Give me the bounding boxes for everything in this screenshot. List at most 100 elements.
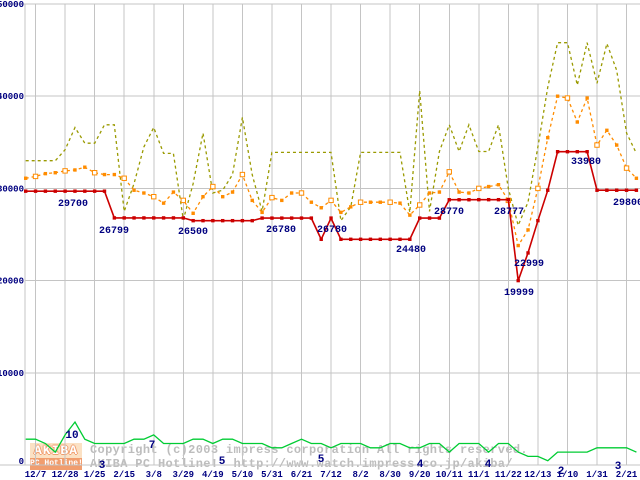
x-axis-tick-label: 11/1 <box>468 470 490 480</box>
min-price-marker <box>486 197 491 202</box>
y-axis-tick-label: 30000 <box>0 184 24 194</box>
price-annotation: 19999 <box>504 288 534 299</box>
avg-price-marker <box>53 171 57 175</box>
min-price-marker <box>299 216 304 220</box>
avg-price-marker <box>73 168 77 172</box>
min-price-marker <box>53 189 57 193</box>
avg-price-marker <box>102 172 107 177</box>
min-price-marker <box>427 216 432 220</box>
price-annotation: 29700 <box>58 199 88 210</box>
min-price-marker <box>221 218 225 223</box>
shop-count-annotation: 5 <box>219 456 226 468</box>
avg-price-marker <box>564 95 571 101</box>
x-axis-tick-label: 5/10 <box>232 470 254 480</box>
x-axis-tick-label: 3/29 <box>172 470 194 480</box>
min-price-marker <box>585 150 589 154</box>
x-axis-tick-label: 12/7 <box>25 470 47 480</box>
price-annotation: 26500 <box>178 227 208 238</box>
avg-price-marker <box>339 210 343 215</box>
min-price-marker <box>398 237 402 241</box>
y-axis-tick-label: 0 <box>19 457 24 467</box>
shop-count-annotation: 10 <box>65 430 78 442</box>
avg-price-marker <box>62 168 68 174</box>
min-price-marker <box>477 197 481 202</box>
avg-price-marker <box>142 191 146 195</box>
min-price-marker <box>388 237 392 241</box>
min-price-marker <box>546 188 550 192</box>
avg-price-marker <box>191 211 195 215</box>
price-annotation: 26799 <box>99 226 129 237</box>
avg-price-marker <box>201 194 205 199</box>
min-price-marker <box>102 189 107 193</box>
min-price-marker <box>408 237 412 241</box>
x-axis-tick-label: 2/15 <box>113 470 135 480</box>
avg-price-marker <box>387 199 393 205</box>
min-price-marker <box>339 237 343 241</box>
min-price-marker <box>161 216 166 220</box>
min-price-marker <box>526 251 530 255</box>
avg-price-marker <box>239 171 246 178</box>
x-axis-tick-label: 1/10 <box>557 470 579 480</box>
logo-pc-hotline-text: PC Hotline! <box>30 458 83 470</box>
avg-price-marker <box>594 142 600 148</box>
min-price-marker <box>624 188 629 192</box>
avg-price-marker <box>230 190 235 194</box>
min-price-marker <box>575 150 579 154</box>
avg-price-marker <box>398 201 402 205</box>
min-price-marker <box>447 198 451 202</box>
min-price-marker <box>437 216 442 220</box>
min-price-marker <box>329 216 333 220</box>
avg-price-marker <box>476 185 482 192</box>
min-price-marker <box>191 218 195 223</box>
avg-price-marker <box>280 198 284 203</box>
avg-price-marker <box>83 165 87 169</box>
avg-price-marker <box>298 190 305 196</box>
y-axis-tick-label: 10000 <box>0 369 24 379</box>
avg-price-marker <box>319 206 323 210</box>
min-price-marker <box>83 189 87 193</box>
min-price-marker <box>240 218 245 223</box>
avg-price-marker <box>349 205 353 209</box>
x-axis-tick-label: 4/19 <box>202 470 224 480</box>
min-price-marker <box>92 189 97 193</box>
x-axis-tick-label: 12/13 <box>524 470 551 480</box>
y-axis-tick-label: 20000 <box>0 277 24 287</box>
min-price-marker <box>132 216 136 220</box>
min-price-marker <box>605 188 609 192</box>
avg-price-marker <box>585 96 589 100</box>
price-annotation: 28770 <box>434 207 464 218</box>
avg-price-marker <box>43 171 48 176</box>
min-price-marker <box>230 218 235 223</box>
avg-price-marker <box>260 210 264 215</box>
avg-price-marker <box>269 194 275 201</box>
min-price-marker <box>496 197 501 202</box>
min-price-marker <box>201 218 205 223</box>
avg-price-marker <box>546 135 550 140</box>
avg-price-marker <box>250 198 254 203</box>
max-price-line <box>25 41 637 228</box>
price-annotation: 24480 <box>396 245 426 256</box>
min-price-marker <box>270 216 274 220</box>
avg-price-marker <box>161 201 166 205</box>
min-price-marker <box>418 216 422 220</box>
avg-price-marker <box>535 185 541 192</box>
x-axis-tick-label: 1/25 <box>84 470 106 480</box>
y-axis-tick-label: 40000 <box>0 92 24 102</box>
y-axis-tick-label: 50000 <box>0 0 24 10</box>
x-axis-tick-label: 9/20 <box>409 470 431 480</box>
avg-price-marker <box>555 94 560 98</box>
price-annotation: 28777 <box>494 207 524 218</box>
avg-price-marker <box>615 143 619 147</box>
x-axis-tick-label: 8/2 <box>352 470 368 480</box>
min-price-marker <box>309 216 314 220</box>
avg-price-marker <box>526 228 530 232</box>
min-price-marker <box>516 278 520 283</box>
shop-count-annotation: 5 <box>318 454 325 466</box>
x-axis-tick-label: 7/12 <box>320 470 342 480</box>
x-axis-tick-label: 3/8 <box>146 470 162 480</box>
min-price-marker <box>467 198 471 202</box>
min-price-marker <box>565 150 570 154</box>
min-price-marker <box>615 188 619 192</box>
